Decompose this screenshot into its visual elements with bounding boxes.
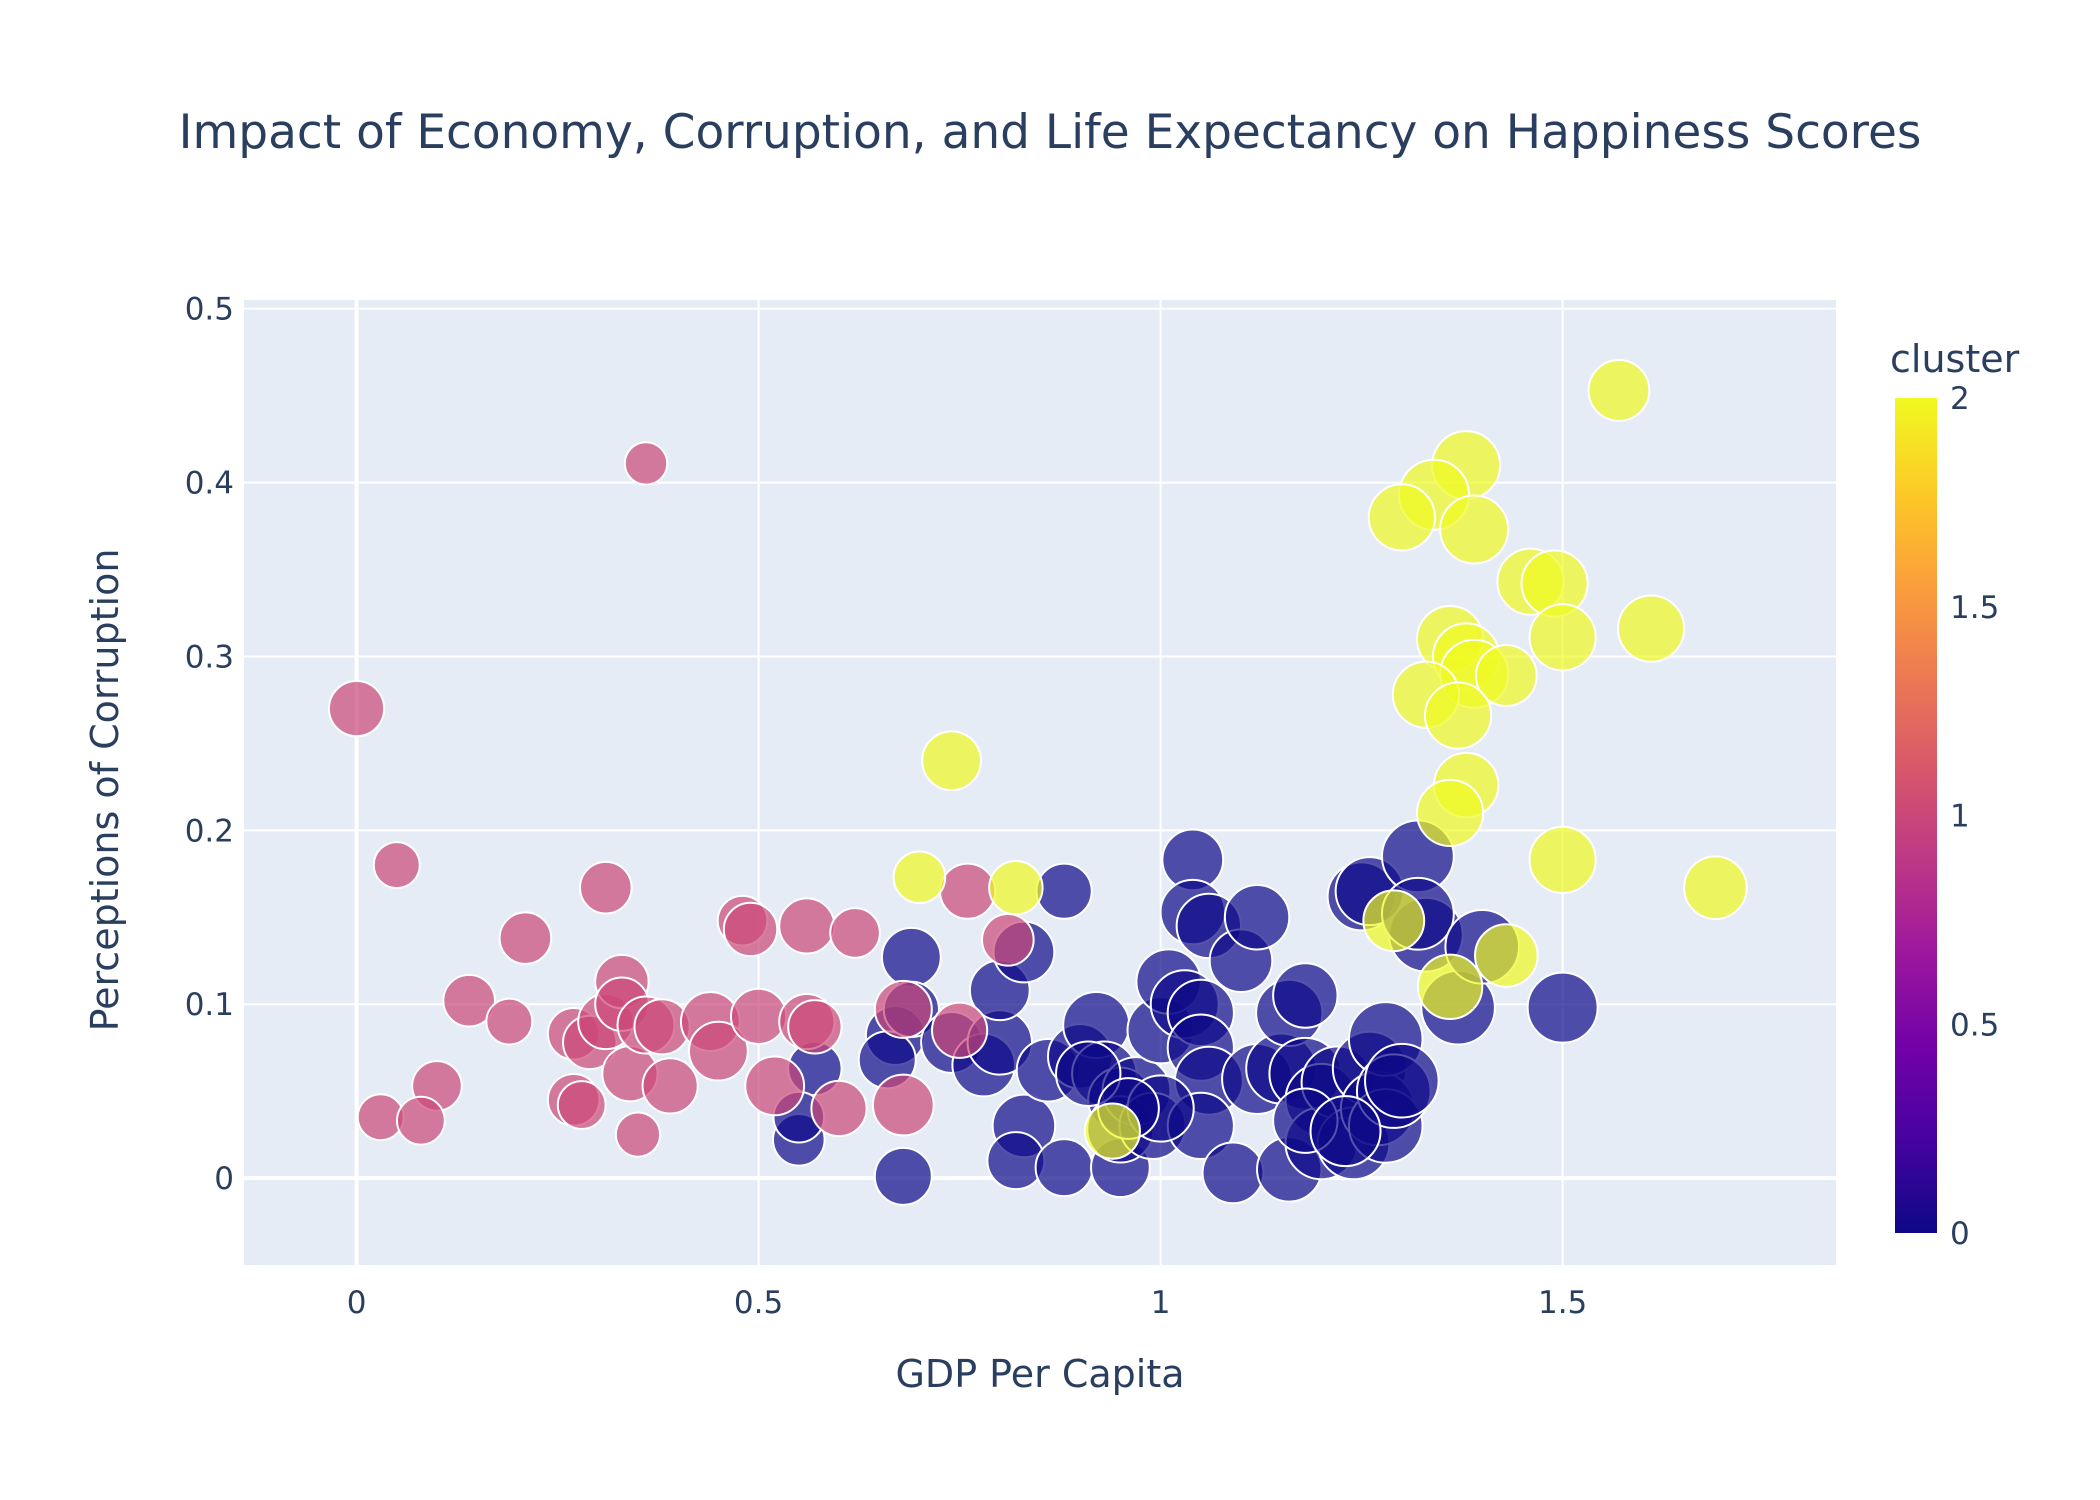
data-point-cluster-1 (687, 1020, 749, 1082)
colorbar-tick-label: 0 (1950, 1216, 1970, 1252)
data-point-cluster-0 (1272, 962, 1339, 1029)
data-point-cluster-2 (1362, 889, 1426, 953)
data-points (327, 359, 1748, 1206)
data-point-cluster-2 (1415, 778, 1485, 848)
data-point-cluster-0 (1201, 1141, 1265, 1205)
colorbar-ticks: 0 0.5 1 1.5 2 (1950, 381, 1999, 1252)
data-point-cluster-1 (778, 897, 836, 955)
data-point-cluster-2 (988, 859, 1044, 916)
colorbar-tick-label: 2 (1950, 381, 1970, 417)
x-tick-label: 1 (1151, 1285, 1171, 1321)
y-tick-label: 0.2 (185, 813, 234, 849)
data-point-cluster-1 (614, 1111, 662, 1158)
data-point-cluster-2 (1424, 681, 1493, 750)
y-tick-label: 0.3 (185, 639, 234, 675)
data-point-cluster-0 (1309, 1095, 1382, 1168)
data-point-cluster-1 (939, 862, 997, 920)
y-axis-ticks: 0 0.1 0.2 0.3 0.4 0.5 (185, 292, 234, 1197)
x-tick-label: 0 (347, 1285, 367, 1321)
data-point-cluster-1 (729, 987, 788, 1045)
data-point-cluster-2 (921, 730, 982, 792)
data-point-cluster-1 (829, 907, 881, 959)
data-point-cluster-0 (1034, 1138, 1094, 1198)
data-point-cluster-0 (1223, 884, 1291, 951)
y-axis-title: Perceptions of Corruption (83, 549, 127, 1032)
colorbar-tick-label: 1.5 (1950, 590, 1999, 626)
data-point-cluster-2 (1528, 825, 1597, 894)
x-axis-title: GDP Per Capita (895, 1352, 1184, 1396)
data-point-cluster-1 (579, 860, 633, 915)
data-point-cluster-2 (1439, 494, 1510, 565)
data-point-cluster-1 (981, 913, 1035, 967)
data-point-cluster-2 (1683, 855, 1748, 920)
colorbar-title: cluster (1890, 337, 2020, 381)
data-point-cluster-1 (873, 979, 933, 1039)
y-tick-label: 0.5 (185, 292, 234, 328)
data-point-cluster-2 (1587, 359, 1651, 422)
data-point-cluster-0 (1364, 1042, 1440, 1119)
colorbar-tick-label: 1 (1950, 799, 1970, 835)
data-point-cluster-1 (327, 680, 386, 738)
data-point-cluster-0 (1526, 971, 1599, 1044)
data-point-cluster-1 (787, 999, 843, 1055)
data-point-cluster-1 (641, 1057, 699, 1115)
x-tick-label: 0.5 (734, 1285, 783, 1321)
data-point-cluster-1 (395, 1095, 446, 1146)
chart-title: Impact of Economy, Corruption, and Life … (179, 105, 1922, 160)
data-point-cluster-1 (485, 997, 534, 1046)
data-point-cluster-1 (810, 1079, 868, 1138)
data-point-cluster-1 (498, 911, 553, 965)
data-point-cluster-2 (1474, 923, 1539, 988)
colorbar-tick-label: 0.5 (1950, 1007, 1999, 1043)
data-point-cluster-2 (1367, 483, 1436, 552)
data-point-cluster-2 (1416, 953, 1484, 1021)
y-tick-label: 0.1 (185, 987, 234, 1023)
data-point-cluster-1 (722, 901, 779, 958)
x-tick-label: 1.5 (1538, 1285, 1587, 1321)
data-point-cluster-2 (1474, 644, 1538, 707)
data-point-cluster-2 (1528, 603, 1597, 672)
data-point-cluster-2 (892, 850, 947, 905)
data-point-cluster-1 (442, 973, 496, 1028)
data-point-cluster-1 (930, 1001, 989, 1059)
data-point-cluster-0 (873, 1146, 933, 1206)
y-tick-label: 0 (214, 1161, 234, 1197)
data-point-cluster-1 (871, 1073, 935, 1137)
y-tick-label: 0.4 (185, 466, 234, 502)
data-point-cluster-1 (744, 1055, 806, 1117)
data-point-cluster-2 (1616, 594, 1686, 663)
colorbar (1895, 398, 1937, 1233)
data-point-cluster-0 (1035, 862, 1093, 920)
data-point-cluster-2 (1083, 1102, 1141, 1160)
x-axis-ticks: 0 0.5 1 1.5 (347, 1285, 1588, 1321)
data-point-cluster-1 (623, 441, 669, 486)
data-point-cluster-0 (880, 926, 942, 988)
data-point-cluster-1 (372, 841, 421, 890)
data-point-cluster-1 (556, 1080, 607, 1130)
